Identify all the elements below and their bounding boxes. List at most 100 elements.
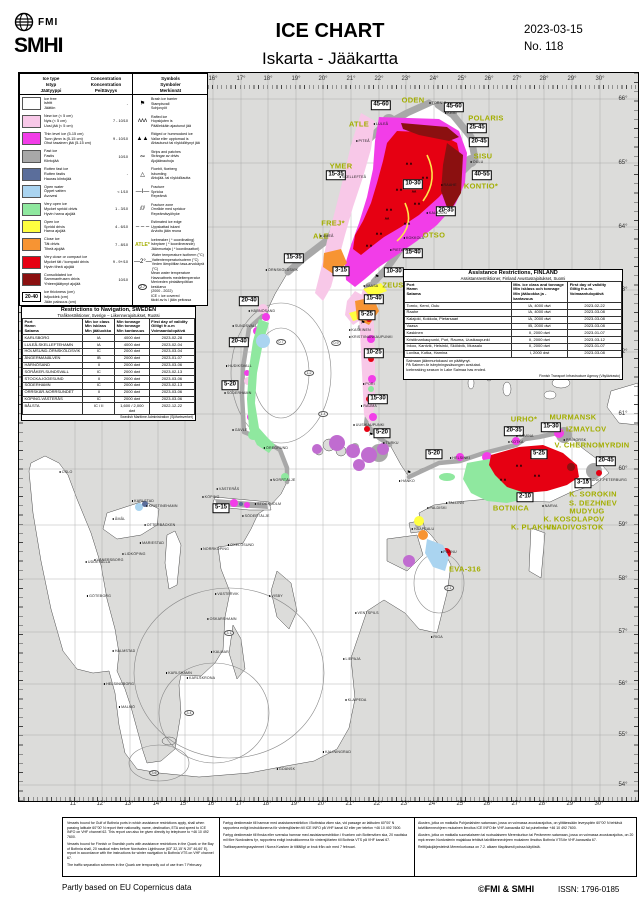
- ice-type-swatch: [22, 150, 41, 164]
- city-label: PRIMORSK: [563, 438, 587, 442]
- table-row: HOLMSUND-ÖRNSKÖLDSVIK IC 2000 dwt 2023-03-0…: [21, 347, 196, 356]
- legend-ice-type-row: Fast ice Fastis Kiintojää 10/10: [22, 148, 130, 166]
- city-label: NORRTÄLJE: [270, 478, 296, 482]
- legend-ice-type-row: Rotten fast ice Rutten fastis Hauras kiint…: [22, 165, 130, 183]
- ice-type-swatch: [22, 132, 41, 146]
- latitude-label: 63°: [618, 287, 628, 293]
- legend-ice-type-row: Ice free Isfritt Jäätön -: [22, 95, 130, 113]
- icebreaker-label: ATLE: [348, 119, 370, 129]
- ice-type-swatch: [22, 255, 41, 269]
- water-temperature-label: 1.4: [318, 411, 328, 417]
- legend-symbol-row: —ǀ— Fracture Spricka Repeämä: [135, 185, 167, 198]
- symbol-icon: ―2°―: [134, 259, 152, 266]
- city-label: SKELLEFTEÅ: [339, 175, 366, 179]
- city-label: KOKKOLA: [403, 236, 424, 240]
- table-row: Vaasa IB, 2000 dwt 2023-03-08: [404, 322, 622, 331]
- left-latitude-ruler: [19, 73, 23, 801]
- icebreaker-label: EVA-316: [449, 564, 481, 574]
- longitude-label: 11°: [69, 801, 79, 807]
- city-label: GÄVLE: [232, 428, 248, 432]
- city-label: ÖREGRUND: [263, 446, 288, 450]
- icebreaker-label: K. KOSOLAPOV: [543, 514, 605, 524]
- rafted-ice-icon: ʌʌ: [411, 188, 417, 194]
- table-title: Assistance Restrictions, FINLAND: [468, 270, 558, 276]
- legend-ice-type-row: Open ice Spridd drivis Harva ajojää 4 - 6/1…: [22, 218, 130, 236]
- ridged-ice-icon: ▲▲: [375, 230, 383, 236]
- longitude-label: 29°: [567, 76, 577, 82]
- city-label: NORRKÖPING: [200, 547, 229, 551]
- ice-thickness-label: 20-35: [503, 426, 525, 436]
- icebreaker-label: ODEN: [401, 95, 425, 105]
- longitude-label: 29°: [566, 801, 576, 807]
- latitude-label: 61°: [618, 411, 628, 417]
- table-row: Kaskinen II, 2000 dwt 2023-01-07: [404, 329, 622, 338]
- note-paragraph: Alusten, jotka on matkalla Pohjanlahden …: [418, 821, 623, 830]
- longitude-label: 16°: [208, 76, 218, 82]
- city-label: PITEÅ: [356, 139, 370, 143]
- brash-barrier-icon: ⚑: [368, 432, 374, 438]
- ice-concentration-value: -: [126, 101, 128, 106]
- longitude-label: 17°: [235, 801, 245, 807]
- smhi-logo-text: SMHI: [14, 34, 63, 57]
- page-title: ICE CHART: [275, 20, 385, 42]
- water-temperature-label: 2.1: [444, 585, 454, 591]
- latitude-label: 59°: [618, 522, 628, 528]
- legend-symbol-row: ▲▲ Ridged or hummocked ice Vallar eller up…: [134, 130, 207, 148]
- page-subtitle: Iskarta - Jääkartta: [261, 49, 399, 68]
- longitude-label: 18°: [263, 76, 273, 82]
- rafted-ice-icon: ʌʌ: [384, 215, 390, 221]
- table-column-header: Min ice class Min isklass Min jääluokka: [82, 317, 116, 336]
- water-temperature-label: 3.4: [184, 710, 194, 716]
- city-label: VENTSPILS: [355, 611, 379, 615]
- longitude-label: 27°: [511, 801, 521, 807]
- note-paragraph: Fartyg destinerade till hamnar med assis…: [223, 821, 402, 830]
- city-label: PIETARSAARI: [390, 248, 418, 252]
- city-label: TALLINN: [446, 501, 464, 505]
- city-label: UDDEVALLA: [85, 560, 111, 564]
- city-label: NARVA: [542, 504, 558, 508]
- icebreaker-label: S. DEZHNEV: [568, 498, 618, 508]
- ice-concentration-value: 9 - 9+/10: [112, 260, 128, 265]
- ice-thickness-label: 3-15: [574, 478, 592, 488]
- city-label: KEMI: [445, 111, 457, 115]
- latitude-label: 66°: [618, 96, 628, 102]
- legend-symbol-row: ⚑ Brash ice barrier Stampisvall Sohjovyöt: [134, 95, 207, 113]
- ice-concentration-value: 1 - 3/10: [115, 207, 128, 212]
- table-title: Restrictions to Navigation, SWEDEN: [60, 307, 157, 313]
- table-row: ÅNGERMANÄLVEN IB 2000 dwt 2023-01-07: [21, 354, 196, 363]
- baltic-ice-map: 16° 17° 18° 19° 20° 21° 22° 23° 24° 25° 26° 27° 28° 2…: [18, 72, 639, 802]
- legend-symbol-row: ATLE* Icebreaker ( * coordinating) Isbryta…: [135, 237, 200, 251]
- note-paragraph: Vessels bound for Gulf of Bothnia ports …: [67, 821, 209, 839]
- table-column-header: Min tonnage Min tonnage Min kantavuus: [114, 317, 150, 336]
- ice-thickness-label: 5-20: [425, 449, 443, 459]
- notes-finnish: Alusten, jotka on matkalla Pohjanlahden …: [414, 818, 638, 876]
- city-label: SUNDSVALL: [232, 324, 258, 328]
- city-label: LIEPAJA: [343, 657, 361, 661]
- ice-type-swatch: [22, 238, 41, 252]
- city-label: VÄNERSBORG: [94, 558, 123, 562]
- notes-divider-2: [414, 818, 415, 876]
- note-paragraph: Reittijakojärjestelmä Merenkurkussa on 7…: [418, 845, 541, 850]
- ice-concentration-value: 7 - 8/10: [115, 242, 128, 247]
- water-temperature-label: 3.1: [224, 630, 234, 636]
- bottom-longitude-ruler: [19, 797, 638, 801]
- notes-swedish: Fartyg destinerade till hamnar med assis…: [219, 818, 414, 876]
- longitude-label: 15°: [179, 801, 189, 807]
- city-label: VISBY: [269, 594, 283, 598]
- legend-symbol-row: ―2°― Water temperature isotherm (°C) Vatte…: [134, 253, 205, 271]
- chart-title-block: ICE CHART Iskarta - Jääkartta: [170, 20, 490, 69]
- ice-thickness-label: 15-40: [363, 294, 385, 304]
- ice-thickness-label: 40-55: [471, 170, 493, 180]
- latitude-label: 65°: [618, 160, 628, 166]
- legend-symbol-row: – – – Estimated ice edge Uppskattad iskant…: [135, 220, 182, 234]
- longitude-label: 23°: [400, 801, 410, 807]
- city-label: TORNIO: [429, 101, 447, 105]
- longitude-label: 19°: [291, 76, 301, 82]
- ice-thickness-label: 2-10: [516, 492, 534, 502]
- city-label: PÄRNU: [441, 550, 457, 554]
- city-label: GDANSK: [276, 767, 295, 771]
- notes-english: Vessels bound for Gulf of Bothnia ports …: [63, 818, 219, 876]
- city-label: GÖTEBORG: [86, 594, 111, 598]
- legend-ice-type-row: Consolidated ice Sammanfrusen drivis Yhtee…: [22, 271, 130, 289]
- icebreaker-label: FREJ*: [321, 218, 345, 228]
